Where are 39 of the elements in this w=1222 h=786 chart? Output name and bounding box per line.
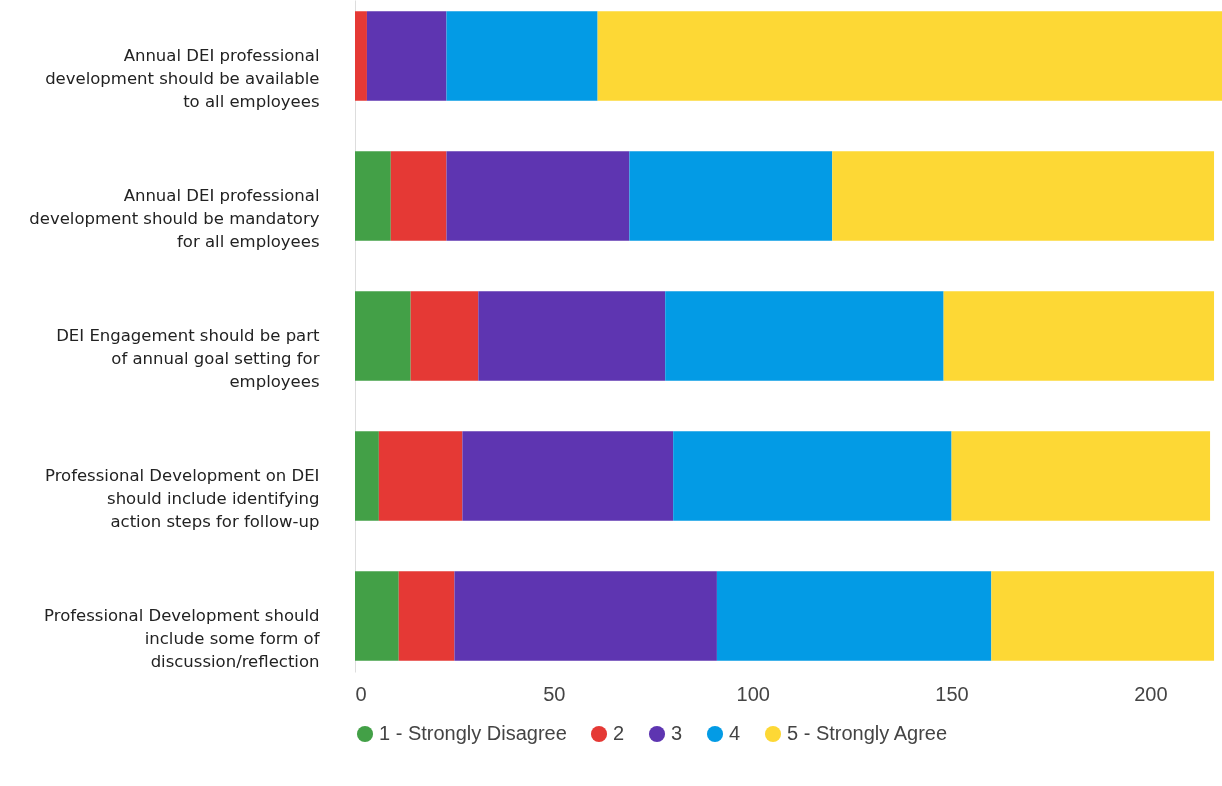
bar [673,431,952,521]
bar [446,11,598,101]
bar [991,571,1215,661]
bar [378,431,463,521]
bar [446,151,630,241]
y-tick-label: DEI Engagement should be part of annual goal setting for employees [56,326,321,391]
y-tick-label: Professional Development should include some form of discussion/reflection [44,606,321,671]
bar [629,151,833,241]
bar [951,431,1211,521]
legend-label: 1 - Strongly Disagree [379,722,567,744]
x-tick-label: 100 [736,682,770,705]
x-tick-label: 150 [935,682,969,705]
bar [355,151,391,241]
bar [665,291,944,381]
y-tick-label: Professional Development on DEI should include identifying action steps for follow-up [44,466,320,531]
legend-label: 4 [729,722,741,744]
bar [462,431,674,521]
bar [355,431,379,521]
bar [478,291,666,381]
bar [943,291,1215,381]
bar [355,571,399,661]
bar [410,291,479,381]
x-tick-label: 50 [543,682,566,705]
legend-label: 5 - Strongly Agree [787,722,948,744]
bar [355,291,411,381]
bar [832,151,1215,241]
bar [398,571,455,661]
y-tick-label: Annual DEI professional development should be mandatory for all employees [29,186,320,251]
y-tick-label: Annual DEI professional development should be available to all employees [45,46,320,111]
bar [454,571,717,661]
x-tick-label: 200 [1134,682,1168,705]
bar [355,11,367,101]
bar [716,571,992,661]
bar [366,11,447,101]
legend-label: 3 [671,722,683,744]
legend-label: 2 [613,722,625,744]
x-tick-label: 0 [355,682,367,705]
bar [597,11,1222,101]
bar [390,151,447,241]
